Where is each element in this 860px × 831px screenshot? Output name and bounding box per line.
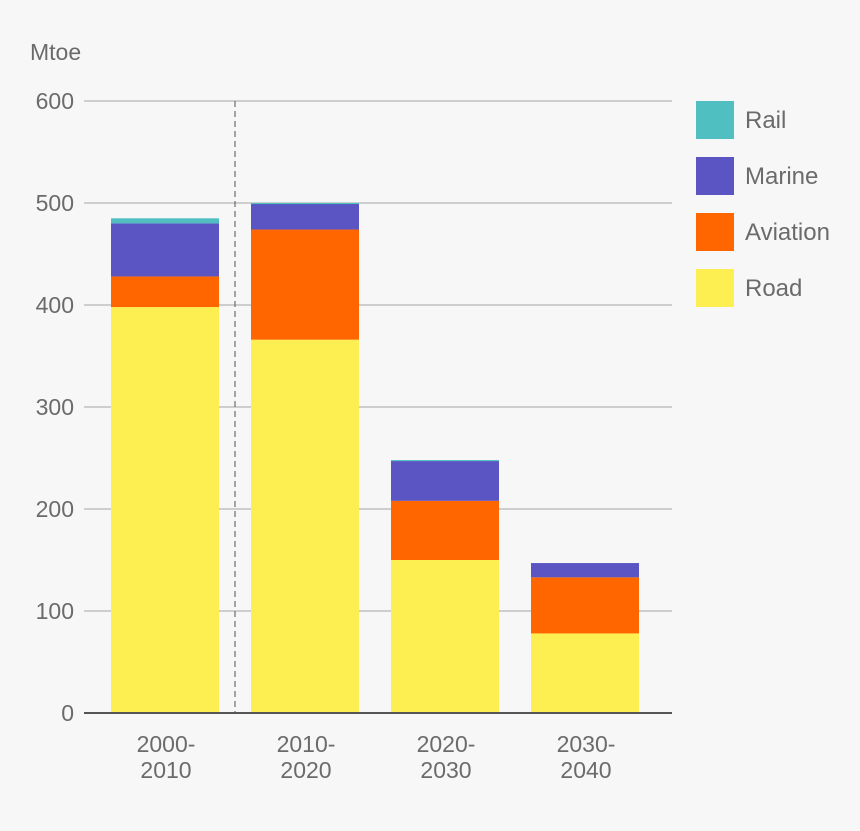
x-tick-label: 2030 bbox=[420, 757, 471, 783]
bar-rail-0 bbox=[111, 218, 219, 224]
x-tick-label: 2010 bbox=[140, 757, 191, 783]
legend-swatch-aviation bbox=[696, 213, 734, 251]
bars bbox=[111, 203, 639, 713]
bar-road-2 bbox=[391, 560, 499, 713]
y-tick-label: 100 bbox=[36, 598, 74, 624]
bar-marine-2 bbox=[391, 461, 499, 501]
legend-label-road: Road bbox=[745, 275, 802, 302]
legend-label-marine: Marine bbox=[745, 163, 818, 190]
bar-aviation-2 bbox=[391, 500, 499, 560]
bar-aviation-1 bbox=[251, 229, 359, 340]
legend-label-aviation: Aviation bbox=[745, 219, 830, 246]
x-tick-label: 2010- bbox=[277, 731, 336, 757]
y-tick-label: 0 bbox=[61, 700, 74, 726]
y-tick-label: 200 bbox=[36, 496, 74, 522]
legend-swatch-road bbox=[696, 269, 734, 307]
bar-road-3 bbox=[531, 633, 639, 713]
bar-road-1 bbox=[251, 339, 359, 713]
x-tick-label: 2020 bbox=[280, 757, 331, 783]
bar-aviation-3 bbox=[531, 577, 639, 634]
y-tick-label: 500 bbox=[36, 190, 74, 216]
y-tick-label: 400 bbox=[36, 292, 74, 318]
x-tick-label: 2000- bbox=[137, 731, 196, 757]
y-tick-label: 300 bbox=[36, 394, 74, 420]
axes: Mtoe 01002003004005006002000-20102010-20… bbox=[30, 39, 672, 783]
bar-aviation-0 bbox=[111, 276, 219, 308]
legend-swatch-rail bbox=[696, 101, 734, 139]
y-tick-label: 600 bbox=[36, 88, 74, 114]
x-tick-label: 2020- bbox=[417, 731, 476, 757]
bar-road-0 bbox=[111, 307, 219, 713]
x-tick-label: 2040 bbox=[560, 757, 611, 783]
bar-marine-3 bbox=[531, 563, 639, 578]
y-axis-label: Mtoe bbox=[30, 39, 81, 65]
legend-swatch-marine bbox=[696, 157, 734, 195]
bar-marine-1 bbox=[251, 204, 359, 230]
bar-rail-2 bbox=[391, 460, 499, 462]
x-tick-label: 2030- bbox=[557, 731, 616, 757]
legend-label-rail: Rail bbox=[745, 107, 786, 134]
bar-rail-1 bbox=[251, 203, 359, 205]
legend: Rail Marine Aviation Road bbox=[696, 101, 830, 307]
bar-marine-0 bbox=[111, 223, 219, 277]
